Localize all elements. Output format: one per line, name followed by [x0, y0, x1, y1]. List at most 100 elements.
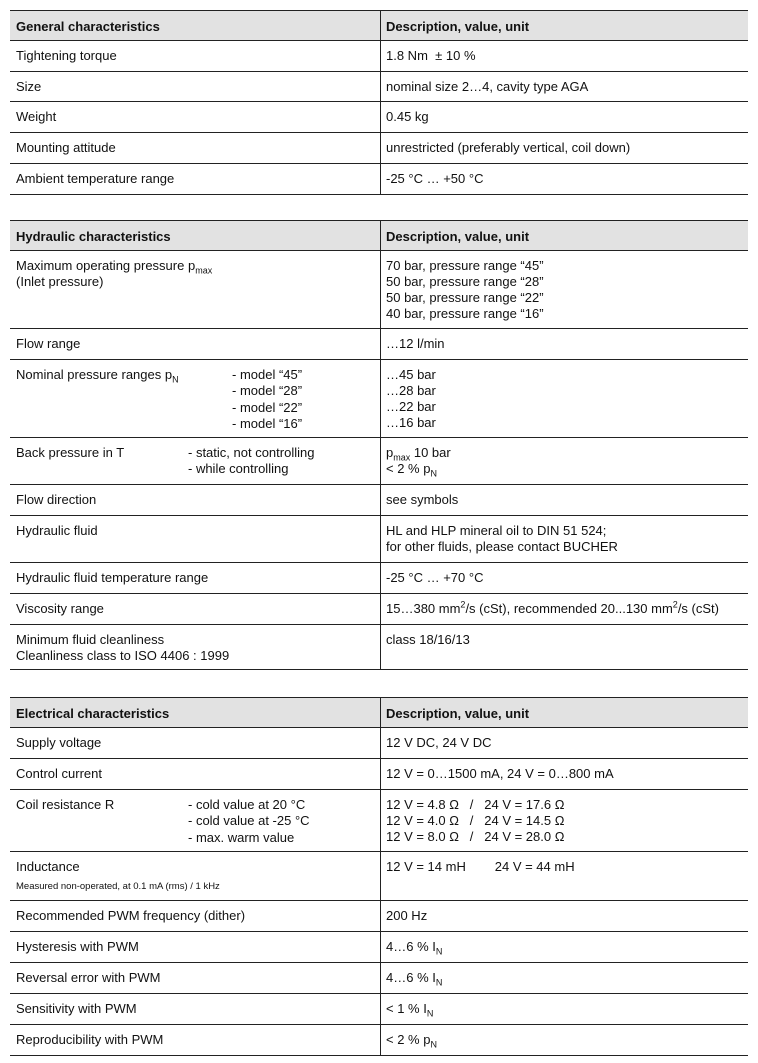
header-text: General characteristics — [16, 19, 160, 34]
spec-table-electrical: Electrical characteristics Description, v… — [10, 697, 748, 1056]
value-cell: -25 °C … +70 °C — [380, 563, 748, 593]
subscript: max — [393, 452, 411, 463]
value-cell: …45 bar …28 bar …22 bar …16 bar — [380, 360, 748, 437]
header-text: Electrical characteristics — [16, 706, 170, 721]
property-cell: Reproducibility with PWM — [10, 1025, 380, 1055]
property-cell: Recommended PWM frequency (dither) — [10, 901, 380, 931]
table-row: Back pressure in T - static, not controll… — [10, 438, 748, 485]
subscript: N — [430, 1039, 437, 1050]
text: unrestricted (preferably vertical, coil … — [386, 140, 631, 155]
text: 12 V = 0…1500 mA, 24 V = 0…800 mA — [386, 766, 614, 781]
header-category: General characteristics — [10, 11, 380, 40]
table-row: Hydraulic fluid temperature range -25 °C … — [10, 563, 748, 594]
header-text: Hydraulic characteristics — [16, 229, 171, 244]
property-cell: Mounting attitude — [10, 133, 380, 163]
text: Recommended PWM frequency (dither) — [16, 908, 246, 923]
superscript: 2 — [672, 599, 678, 610]
text: …16 bar — [386, 415, 436, 430]
property-cell: Hydraulic fluid — [10, 516, 380, 562]
text: 12 V = 8.0 Ω / 24 V = 28.0 Ω — [386, 829, 565, 844]
property-cell: Back pressure in T - static, not controll… — [10, 438, 380, 484]
text: 15…380 mm — [386, 601, 461, 616]
text: - model “16” — [232, 415, 303, 431]
text: Hysteresis with PWM — [16, 939, 139, 954]
property-cell: Minimum fluid cleanliness Cleanliness cla… — [10, 625, 380, 669]
text: (Inlet pressure) — [16, 274, 104, 289]
text: < 2 % p — [386, 1032, 431, 1047]
text: - model “22” — [232, 399, 303, 415]
subscript: N — [430, 468, 437, 479]
value-cell: 12 V = 4.8 Ω / 24 V = 17.6 Ω 12 V = 4.0 Ω… — [380, 790, 748, 851]
property-cell: Tightening torque — [10, 41, 380, 71]
text: Inductance — [16, 859, 80, 874]
text: Sensitivity with PWM — [16, 1001, 137, 1016]
header-category: Hydraulic characteristics — [10, 221, 380, 250]
table-header: Hydraulic characteristics Description, va… — [10, 221, 748, 251]
text: /s (cSt) — [677, 601, 719, 616]
property-cell: Flow range — [10, 329, 380, 359]
table-row: Flow range …12 l/min — [10, 329, 748, 360]
text: for other fluids, please contact BUCHER — [386, 539, 618, 554]
text: 70 bar, pressure range “45” — [386, 258, 544, 273]
property-cell: Supply voltage — [10, 728, 380, 758]
value-cell: …12 l/min — [380, 329, 748, 359]
text: class 18/16/13 — [386, 632, 470, 647]
text: Control current — [16, 766, 102, 781]
table-row: Supply voltage 12 V DC, 24 V DC — [10, 728, 748, 759]
text: Hydraulic fluid temperature range — [16, 570, 209, 585]
property-cell: Hydraulic fluid temperature range — [10, 563, 380, 593]
property-cell: Sensitivity with PWM — [10, 994, 380, 1024]
text: …12 l/min — [386, 336, 445, 351]
text: …45 bar — [386, 367, 436, 382]
property-cell: Inductance Measured non-operated, at 0.1 … — [10, 852, 380, 900]
text: Reproducibility with PWM — [16, 1032, 164, 1047]
text: Mounting attitude — [16, 140, 116, 155]
text: -25 °C … +50 °C — [386, 171, 484, 186]
text: nominal size 2…4, cavity type AGA — [386, 79, 589, 94]
value-cell: 4…6 % IN — [380, 932, 748, 962]
table-row: Control current 12 V = 0…1500 mA, 24 V = … — [10, 759, 748, 790]
table-row: Inductance Measured non-operated, at 0.1 … — [10, 852, 748, 901]
text: …22 bar — [386, 399, 436, 414]
footnote: Measured non-operated, at 0.1 mA (rms) /… — [16, 881, 220, 892]
value-cell: 1.8 Nm ± 10 % — [380, 41, 748, 71]
text: Reversal error with PWM — [16, 970, 161, 985]
property-cell: Viscosity range — [10, 594, 380, 624]
text: - static, not controlling — [188, 445, 315, 460]
text: 12 V = 4.8 Ω / 24 V = 17.6 Ω — [386, 797, 565, 812]
text: - model “28” — [232, 383, 303, 399]
table-row: Mounting attitude unrestricted (preferabl… — [10, 133, 748, 164]
text: Maximum operating pressure p — [16, 258, 196, 273]
value-cell: 12 V = 0…1500 mA, 24 V = 0…800 mA — [380, 759, 748, 789]
text: see symbols — [386, 492, 459, 507]
text: 200 Hz — [386, 908, 428, 923]
value-cell: unrestricted (preferably vertical, coil … — [380, 133, 748, 163]
table-row: Coil resistance R- cold value at 20 °C - … — [10, 790, 748, 852]
value-cell: < 2 % pN — [380, 1025, 748, 1055]
text: Cleanliness class to ISO 4406 : 1999 — [16, 648, 230, 663]
table-row: Reproducibility with PWM < 2 % pN — [10, 1025, 748, 1056]
header-category: Electrical characteristics — [10, 698, 380, 727]
text: 4…6 % I — [386, 939, 436, 954]
value-cell: -25 °C … +50 °C — [380, 164, 748, 194]
text: 0.45 kg — [386, 109, 429, 124]
text: Back pressure in T — [16, 445, 125, 460]
value-cell: 12 V DC, 24 V DC — [380, 728, 748, 758]
text: Flow direction — [16, 492, 97, 507]
spec-table-hydraulic: Hydraulic characteristics Description, va… — [10, 220, 748, 670]
value-cell: < 1 % IN — [380, 994, 748, 1024]
value-cell: 4…6 % IN — [380, 963, 748, 993]
subscript: N — [172, 374, 179, 385]
text: < 1 % I — [386, 1001, 427, 1016]
text: Nominal pressure ranges p — [16, 367, 173, 382]
text: 40 bar, pressure range “16” — [386, 306, 544, 321]
superscript: 2 — [460, 599, 466, 610]
property-cell: Hysteresis with PWM — [10, 932, 380, 962]
property-cell: Maximum operating pressure pmax (Inlet pr… — [10, 251, 380, 328]
text: - while controlling — [188, 461, 289, 477]
text: 12 V = 14 mH 24 V = 44 mH — [386, 859, 575, 874]
text: 4…6 % I — [386, 970, 436, 985]
subscript: N — [435, 946, 443, 957]
table-row: Reversal error with PWM 4…6 % IN — [10, 963, 748, 994]
subscript: N — [435, 977, 443, 988]
